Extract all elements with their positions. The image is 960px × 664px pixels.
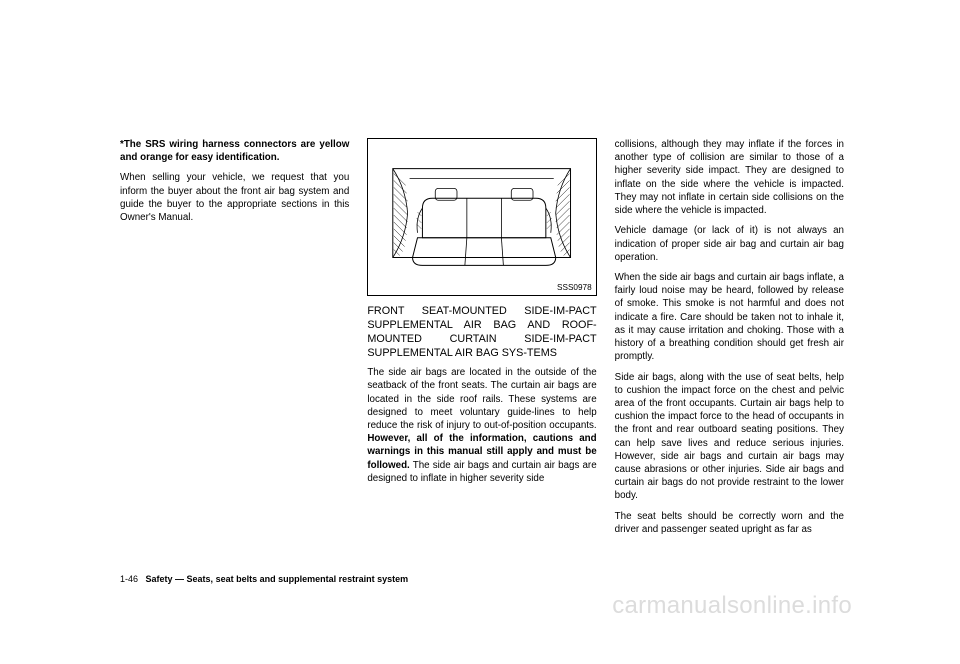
seat-airbag-diagram [368, 139, 595, 295]
watermark: carmanualsonline.info [612, 592, 852, 620]
page-content: *The SRS wiring harness connectors are y… [120, 138, 844, 543]
p1-start: The side air bags are located in the out… [367, 367, 596, 431]
section-title: Safety — Seats, seat belts and supplemen… [146, 574, 409, 584]
airbag-figure: SSS0978 [367, 138, 596, 296]
cushion-note: Side air bags, along with the use of sea… [615, 371, 844, 503]
srs-wiring-note: *The SRS wiring harness connectors are y… [120, 138, 349, 164]
inflate-noise-note: When the side air bags and curtain air b… [615, 271, 844, 364]
figure-label: SSS0978 [557, 282, 592, 293]
column-right: collisions, although they may inflate if… [615, 138, 844, 543]
collision-note: collisions, although they may inflate if… [615, 138, 844, 217]
column-left: *The SRS wiring harness connectors are y… [120, 138, 349, 543]
seatbelt-note: The seat belts should be correctly worn … [615, 510, 844, 536]
page-footer: 1-46 Safety — Seats, seat belts and supp… [120, 574, 408, 584]
side-airbag-description: The side air bags are located in the out… [367, 366, 596, 485]
vehicle-damage-note: Vehicle damage (or lack of it) is not al… [615, 224, 844, 264]
column-center: SSS0978 FRONT SEAT-MOUNTED SIDE-IM-PACT … [367, 138, 596, 543]
selling-vehicle-note: When selling your vehicle, we request th… [120, 171, 349, 224]
page-number: 1-46 [120, 574, 138, 584]
section-heading: FRONT SEAT-MOUNTED SIDE-IM-PACT SUPPLEME… [367, 304, 596, 360]
